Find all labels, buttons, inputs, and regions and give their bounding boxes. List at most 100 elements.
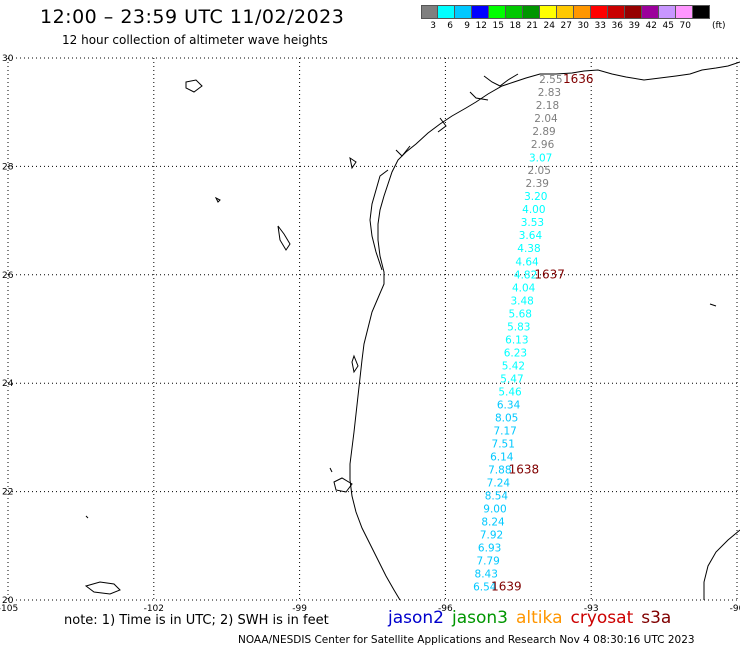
legend-swatch: [591, 5, 608, 19]
wave-height-label: 8.43: [475, 568, 498, 580]
wave-height-label: 8.05: [495, 412, 518, 424]
wave-height-label: 2.89: [532, 126, 555, 138]
lat-tick-label: 22: [2, 488, 13, 498]
wave-height-label: 7.79: [476, 555, 499, 567]
yucatan-coast: [703, 529, 740, 600]
page-subtitle: 12 hour collection of altimeter wave hei…: [62, 33, 328, 47]
wave-height-label: 3.64: [519, 230, 543, 242]
wave-height-label: 4.38: [517, 243, 540, 255]
lon-tick-label: -105: [0, 604, 18, 614]
lon-tick-label: -96: [438, 604, 453, 614]
inland-lake-1: [185, 79, 203, 93]
wave-height-label: 6.34: [497, 399, 521, 411]
wave-height-label: 5.68: [509, 308, 532, 320]
satellite-name: altika: [516, 608, 563, 628]
wave-height-label: 7.24: [487, 477, 511, 489]
legend-label: 12: [475, 21, 487, 31]
legend-label: 24: [543, 21, 555, 31]
wave-height-label: 6.93: [478, 542, 501, 554]
color-legend: [421, 5, 710, 19]
wave-height-label: 6.54: [473, 581, 497, 593]
legend-swatch: [659, 5, 676, 19]
lon-tick-label: -99: [292, 604, 307, 614]
wave-height-label: 5.42: [502, 360, 525, 372]
altimeter-track: 2.552.832.182.042.892.96 3.072.052.393.20…: [473, 72, 593, 593]
wave-height-label: 7.88: [488, 464, 511, 476]
wave-height-label: 2.96: [531, 139, 555, 151]
satellite-name: jason3: [452, 608, 508, 628]
satellite-name: s3a: [641, 608, 672, 628]
footer-credit: NOAA/NESDIS Center for Satellite Applica…: [238, 634, 695, 646]
wave-height-label: 5.46: [498, 386, 522, 398]
legend-swatch: [472, 5, 489, 19]
pass-time-label: 1636: [563, 72, 594, 86]
pass-time-label: 1639: [491, 579, 522, 593]
legend-swatch: [625, 5, 642, 19]
legend-unit: (ft): [712, 21, 726, 31]
legend-label: 15: [492, 21, 504, 31]
lon-tick-label: -102: [144, 604, 164, 614]
wave-height-label: 5.83: [507, 321, 530, 333]
inland-lake-2: [277, 225, 291, 251]
wave-height-label: 4.04: [512, 282, 536, 294]
inland-lake-5: [84, 581, 121, 595]
inland-lake-3: [349, 156, 357, 170]
lat-tick-label: 28: [2, 162, 14, 172]
legend-swatch: [608, 5, 625, 19]
wave-height-label: 4.00: [522, 204, 545, 216]
wave-height-label: 2.04: [534, 113, 558, 125]
inland-lake-6: [333, 477, 353, 493]
wave-height-label: 3.07: [529, 153, 552, 165]
wave-height-label: 3.53: [521, 217, 544, 229]
legend-label: 21: [526, 21, 538, 31]
wave-height-label: 7.51: [492, 438, 515, 450]
inland-lake-4: [351, 354, 359, 374]
wave-height-label: 2.18: [536, 100, 559, 112]
island-1: [214, 196, 221, 203]
legend-label: 39: [628, 21, 640, 31]
legend-swatch: [523, 5, 540, 19]
legend-swatch: [642, 5, 659, 19]
legend-swatch: [693, 5, 710, 19]
legend-swatch: [506, 5, 523, 19]
wave-height-label: 6.13: [505, 334, 528, 346]
wave-height-label: 2.39: [526, 178, 549, 190]
coastline: [84, 61, 740, 601]
legend-label: 42: [645, 21, 657, 31]
lon-tick-label: -90: [730, 604, 740, 614]
bay-inlet-coast: [369, 73, 519, 271]
legend-label: 3: [430, 21, 436, 31]
satellite-name: cryosat: [570, 608, 634, 628]
wave-height-label: 4.82: [514, 269, 537, 281]
graticule: [7, 57, 738, 601]
legend-label: 33: [594, 21, 606, 31]
legend-label: 70: [679, 21, 691, 31]
legend-label: 6: [447, 21, 453, 31]
wave-height-label: 7.92: [480, 529, 503, 541]
page-title: 12:00 – 23:59 UTC 11/02/2023: [40, 6, 345, 28]
legend-swatch: [421, 5, 438, 19]
legend-label: 18: [509, 21, 521, 31]
island-4: [329, 467, 333, 473]
wave-height-label: 3.48: [510, 295, 533, 307]
legend-label: 45: [662, 21, 674, 31]
wave-height-label: 9.00: [483, 503, 506, 515]
wave-height-label: 7.17: [493, 425, 516, 437]
legend-label: 9: [464, 21, 470, 31]
wave-height-label: 2.83: [538, 87, 561, 99]
legend-swatch: [676, 5, 693, 19]
pass-time-label: 1637: [534, 267, 565, 281]
lat-tick-label: 30: [2, 54, 14, 64]
satellite-name: jason2: [388, 608, 444, 628]
satellite-legend: jason2 jason3 altika cryosat s3a: [388, 608, 679, 628]
island-3: [85, 515, 89, 519]
lat-tick-label: 24: [2, 379, 14, 389]
lon-tick-label: -93: [584, 604, 599, 614]
legend-label: 30: [577, 21, 589, 31]
island-2: [709, 303, 717, 307]
legend-label: 27: [560, 21, 572, 31]
legend-swatch: [489, 5, 506, 19]
wave-height-label: 5.47: [500, 373, 523, 385]
legend-swatch: [455, 5, 472, 19]
